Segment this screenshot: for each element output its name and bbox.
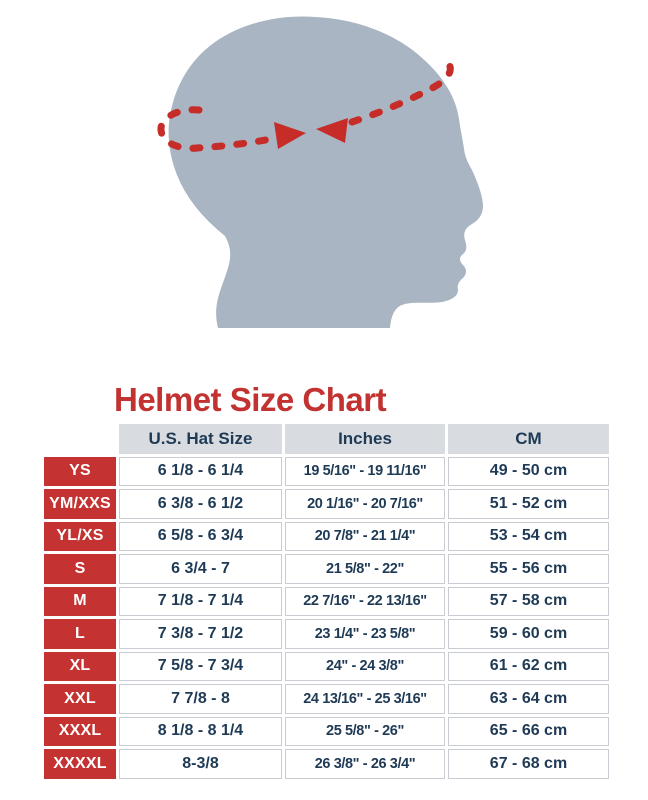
head-silhouette	[168, 16, 483, 329]
head-silhouette-svg	[157, 16, 483, 329]
inches-cell: 26 3/8" - 26 3/4"	[285, 749, 445, 779]
inches-cell: 20 1/16" - 20 7/16"	[285, 489, 445, 519]
cm-cell: 61 - 62 cm	[448, 651, 609, 681]
cm-cell: 65 - 66 cm	[448, 716, 609, 746]
cm-cell: 59 - 60 cm	[448, 619, 609, 649]
row-size-label: L	[44, 619, 116, 649]
row-size-label: YL/XS	[44, 521, 116, 551]
hat-size-cell: 8 1/8 - 8 1/4	[119, 716, 282, 746]
cm-cell: 49 - 50 cm	[448, 456, 609, 486]
column-header-inches: Inches	[285, 424, 445, 454]
page-title: Helmet Size Chart	[114, 381, 387, 418]
row-size-label: XL	[44, 651, 116, 681]
hat-size-cell: 7 3/8 - 7 1/2	[119, 619, 282, 649]
cm-cell: 53 - 54 cm	[448, 521, 609, 551]
row-size-label: YM/XXS	[44, 489, 116, 519]
inches-cell: 23 1/4" - 23 5/8"	[285, 619, 445, 649]
measuring-tape-band	[157, 59, 454, 152]
table-corner-cell	[44, 424, 116, 454]
inches-cell: 24 13/16" - 25 3/16"	[285, 684, 445, 714]
inches-cell: 22 7/16" - 22 13/16"	[285, 586, 445, 616]
inches-cell: 25 5/8" - 26"	[285, 716, 445, 746]
inches-cell: 19 5/16" - 19 11/16"	[285, 456, 445, 486]
hat-size-cell: 6 3/4 - 7	[119, 554, 282, 584]
hat-size-cell: 7 5/8 - 7 3/4	[119, 651, 282, 681]
inches-cell: 24" - 24 3/8"	[285, 651, 445, 681]
row-size-label: S	[44, 554, 116, 584]
measure-arrow-left-icon	[316, 118, 348, 143]
helmet-size-table: U.S. Hat Size Inches CM YS 6 1/8 - 6 1/4 1…	[44, 424, 609, 779]
row-size-label: YS	[44, 456, 116, 486]
hat-size-cell: 6 1/8 - 6 1/4	[119, 456, 282, 486]
cm-cell: 57 - 58 cm	[448, 586, 609, 616]
band-left-loop-and-lower-arc	[157, 106, 285, 152]
hat-size-cell: 7 1/8 - 7 1/4	[119, 586, 282, 616]
hat-size-cell: 6 3/8 - 6 1/2	[119, 489, 282, 519]
row-size-label: XXXXL	[44, 749, 116, 779]
inches-cell: 21 5/8" - 22"	[285, 554, 445, 584]
hat-size-cell: 8-3/8	[119, 749, 282, 779]
cm-cell: 51 - 52 cm	[448, 489, 609, 519]
row-size-label: XXXL	[44, 716, 116, 746]
column-header-hat-size: U.S. Hat Size	[119, 424, 282, 454]
head-measurement-illustration	[0, 0, 648, 370]
cm-cell: 67 - 68 cm	[448, 749, 609, 779]
hat-size-cell: 7 7/8 - 8	[119, 684, 282, 714]
hat-size-cell: 6 5/8 - 6 3/4	[119, 521, 282, 551]
measure-arrows	[274, 118, 348, 149]
row-size-label: M	[44, 586, 116, 616]
measure-arrow-right-icon	[274, 122, 306, 149]
row-size-label: XXL	[44, 684, 116, 714]
cm-cell: 55 - 56 cm	[448, 554, 609, 584]
inches-cell: 20 7/8" - 21 1/4"	[285, 521, 445, 551]
band-right-rising-arc	[348, 59, 454, 126]
column-header-cm: CM	[448, 424, 609, 454]
cm-cell: 63 - 64 cm	[448, 684, 609, 714]
